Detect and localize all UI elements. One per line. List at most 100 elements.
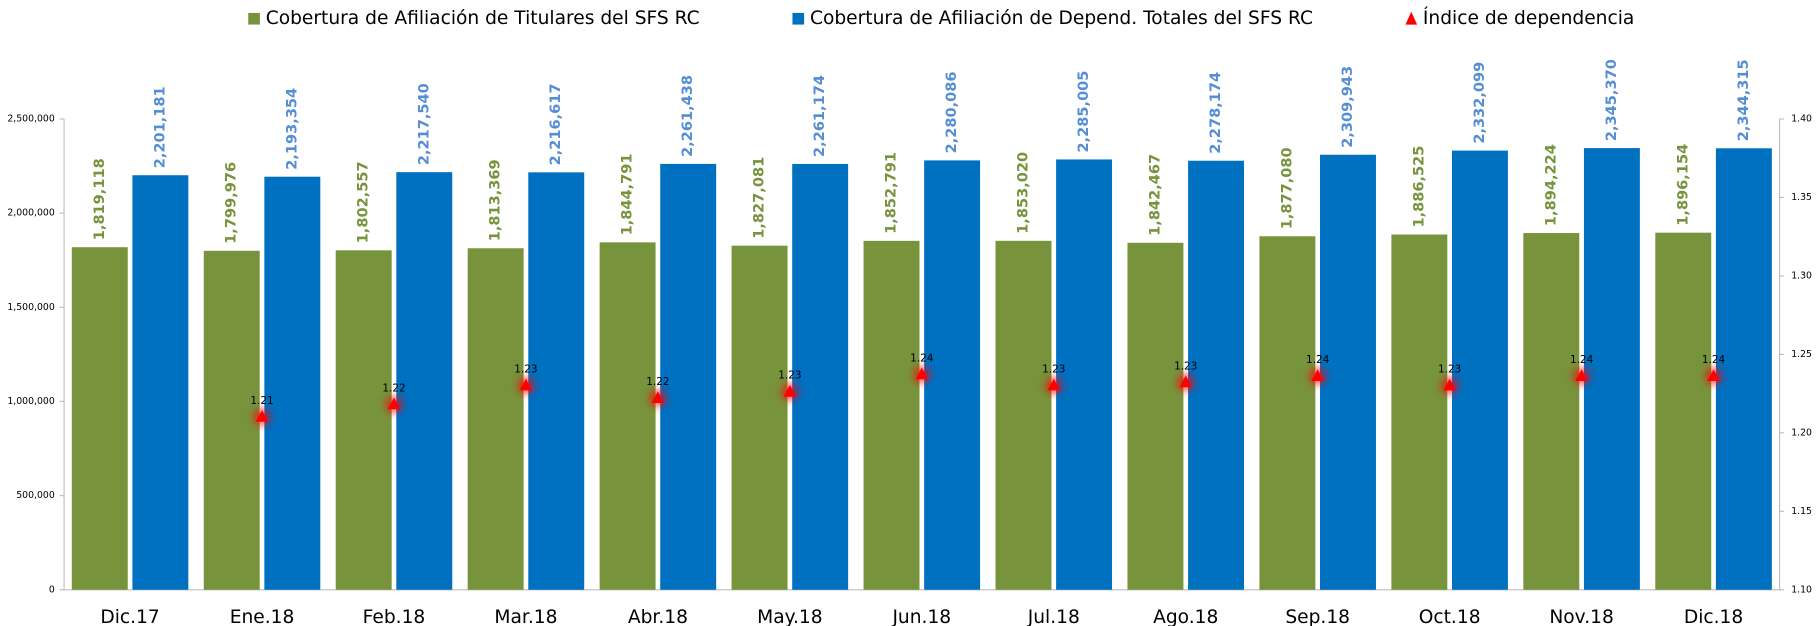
marker-group xyxy=(1308,367,1328,386)
marker xyxy=(255,410,269,422)
bar xyxy=(1188,160,1245,590)
marker xyxy=(1311,369,1325,382)
bar xyxy=(1320,154,1376,590)
marker xyxy=(1179,375,1193,388)
marker-group xyxy=(384,395,404,414)
bar xyxy=(264,176,321,590)
marker-group xyxy=(516,376,536,396)
bar xyxy=(731,245,788,590)
bar-value-label: 2,345,370 xyxy=(1603,59,1620,141)
marker-group xyxy=(912,365,932,385)
marker-value-label: 1.21 xyxy=(250,395,273,407)
x-tick-label: Mar.18 xyxy=(494,607,557,626)
marker-value-label: 1.24 xyxy=(910,352,934,364)
x-tick-label: Ene.18 xyxy=(230,607,295,626)
y-tick-label: 1,000,000 xyxy=(7,396,54,407)
y-tick-label: 500,000 xyxy=(16,490,55,501)
marker xyxy=(1443,378,1457,391)
marker xyxy=(1575,369,1589,382)
marker-value-label: 1.24 xyxy=(1570,354,1594,366)
marker xyxy=(519,378,533,391)
y2-tick-label: 1.35 xyxy=(1791,192,1812,203)
bar xyxy=(599,242,656,590)
marker-group xyxy=(1704,367,1723,386)
marker-value-label: 1.23 xyxy=(514,363,537,375)
y2-tick-label: 1.20 xyxy=(1791,427,1812,438)
y2-tick-label: 1.40 xyxy=(1791,113,1812,124)
bar xyxy=(1523,233,1580,590)
bar xyxy=(203,250,260,590)
legend-label: Cobertura de Afiliación de Titulares del… xyxy=(266,8,700,29)
bar xyxy=(924,160,981,590)
bar-value-label: 1,813,369 xyxy=(487,159,504,241)
marker-value-label: 1.23 xyxy=(1174,360,1197,372)
x-tick-label: Jun.18 xyxy=(891,607,951,626)
legend-swatch xyxy=(248,12,260,25)
bar-value-label: 1,827,081 xyxy=(751,157,768,239)
legend-label: Cobertura de Afiliación de Depend. Total… xyxy=(810,8,1313,29)
bar xyxy=(995,240,1052,590)
bar xyxy=(1715,148,1772,590)
marker-group xyxy=(1440,376,1459,396)
bar xyxy=(1056,159,1113,590)
marker-value-label: 1.22 xyxy=(382,382,405,394)
marker-group xyxy=(1572,367,1591,386)
y-tick-label: 1,500,000 xyxy=(7,302,54,313)
bar-value-label: 2,193,354 xyxy=(283,88,300,170)
x-tick-label: Dic.17 xyxy=(100,607,159,626)
bar-value-label: 2,332,099 xyxy=(1471,62,1488,144)
marker-value-label: 1.23 xyxy=(1042,363,1065,375)
bar-value-label: 2,278,174 xyxy=(1207,72,1224,154)
x-tick-label: Oct.18 xyxy=(1419,607,1481,626)
bar-value-label: 2,309,943 xyxy=(1339,66,1356,148)
y2-tick-label: 1.30 xyxy=(1791,270,1812,281)
marker-value-label: 1.23 xyxy=(1438,363,1461,375)
marker xyxy=(387,397,401,410)
bar-value-label: 1,844,791 xyxy=(619,153,636,235)
bar-value-label: 2,285,005 xyxy=(1075,71,1092,153)
bar xyxy=(1451,150,1508,590)
marker xyxy=(915,367,929,380)
marker-value-label: 1.22 xyxy=(646,376,669,388)
y-tick-label: 0 xyxy=(49,584,55,595)
bar-value-label: 1,894,224 xyxy=(1542,144,1559,226)
x-tick-label: Sep.18 xyxy=(1285,607,1350,626)
bar-value-label: 1,799,976 xyxy=(223,162,240,244)
x-tick-label: May.18 xyxy=(757,607,822,626)
bar-value-label: 1,886,525 xyxy=(1410,146,1427,228)
bar-value-label: 2,261,438 xyxy=(679,75,696,157)
bar xyxy=(660,163,717,590)
bar xyxy=(528,172,585,590)
marker xyxy=(651,391,665,403)
marker-value-label: 1.24 xyxy=(1306,354,1330,366)
bar-value-label: 2,344,315 xyxy=(1735,59,1752,141)
marker-value-label: 1.23 xyxy=(778,370,801,382)
bar xyxy=(1655,232,1712,590)
bar xyxy=(335,250,392,590)
legend-label: Índice de dependencia xyxy=(1423,6,1634,29)
legend-swatch xyxy=(792,12,805,25)
bar xyxy=(863,240,920,590)
legend-swatch xyxy=(1405,11,1418,25)
bar xyxy=(1127,242,1184,590)
marker-group xyxy=(252,407,272,427)
bar xyxy=(1583,148,1640,590)
marker xyxy=(1707,369,1720,382)
marker-value-label: 1.24 xyxy=(1702,354,1726,366)
bar-value-label: 1,853,020 xyxy=(1014,152,1031,234)
bar-value-label: 2,217,540 xyxy=(415,83,432,165)
bar-value-label: 1,877,080 xyxy=(1278,147,1295,229)
marker xyxy=(783,385,797,397)
x-tick-label: Jul.18 xyxy=(1027,607,1080,626)
x-tick-label: Feb.18 xyxy=(363,607,426,626)
bar-value-label: 1,896,154 xyxy=(1674,144,1691,226)
y-tick-label: 2,500,000 xyxy=(7,113,54,124)
bar-value-label: 2,261,174 xyxy=(811,75,828,157)
marker-group xyxy=(780,382,800,402)
bar-value-label: 2,201,181 xyxy=(151,86,168,168)
marker xyxy=(1047,378,1061,391)
x-tick-label: Abr.18 xyxy=(628,607,688,626)
bar xyxy=(132,175,189,590)
marker-group xyxy=(648,388,668,408)
